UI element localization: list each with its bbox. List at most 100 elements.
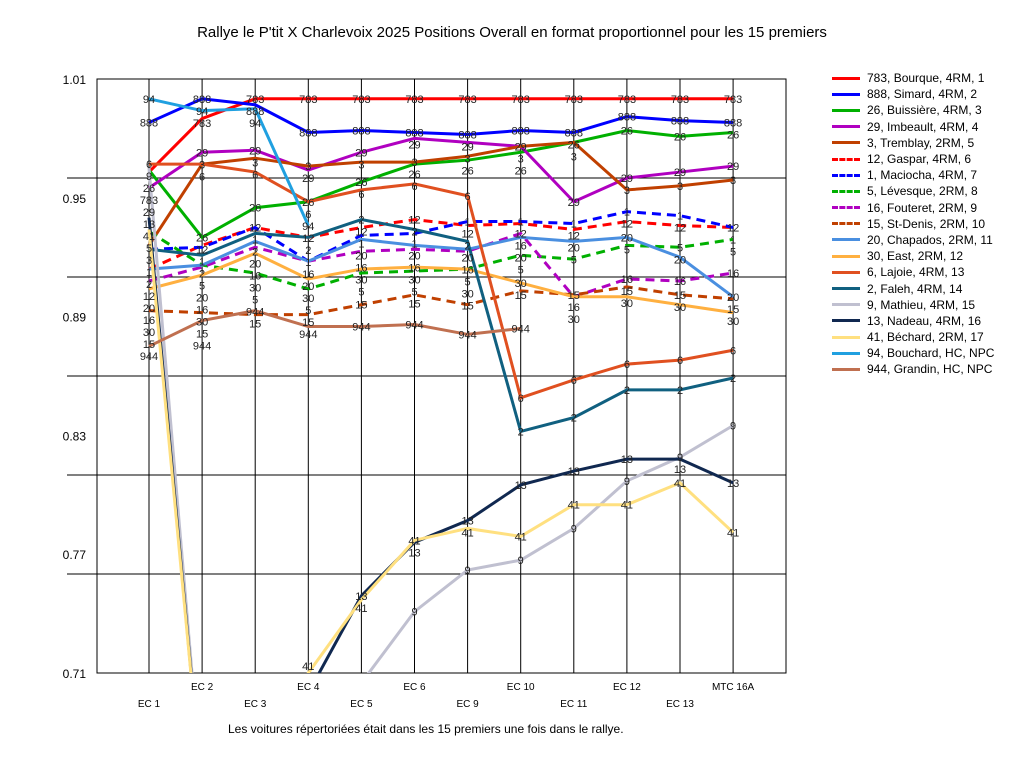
data-label: 9 bbox=[571, 523, 577, 535]
data-label: 30 bbox=[568, 314, 580, 326]
data-label: 26 bbox=[408, 169, 420, 181]
data-label: 15 bbox=[674, 290, 686, 302]
legend-label: 783, Bourque, 4RM, 1 bbox=[867, 71, 985, 86]
data-label: 13 bbox=[515, 480, 527, 492]
data-label: 944 bbox=[512, 323, 530, 335]
data-label: 16 bbox=[143, 315, 155, 327]
data-label: 3 bbox=[518, 153, 524, 165]
series-line bbox=[149, 162, 734, 400]
data-label: 944 bbox=[352, 322, 370, 334]
data-label: 15 bbox=[143, 339, 155, 351]
data-label: 16 bbox=[408, 263, 420, 275]
x-tick-label: EC 3 bbox=[244, 699, 267, 710]
data-label: 888 bbox=[405, 127, 423, 139]
data-label: 26 bbox=[355, 177, 367, 189]
data-label: 783 bbox=[405, 94, 423, 106]
data-label: 888 bbox=[458, 129, 476, 141]
data-label: 783 bbox=[458, 94, 476, 106]
legend-label: 94, Bouchard, HC, NPC bbox=[867, 346, 995, 361]
series-line bbox=[147, 140, 734, 247]
data-label: 16 bbox=[515, 241, 527, 253]
data-label: 41 bbox=[568, 500, 580, 512]
data-label: 20 bbox=[621, 232, 633, 244]
legend-label: 888, Simard, 4RM, 2 bbox=[867, 87, 978, 102]
data-label: 29 bbox=[355, 147, 367, 159]
data-label: 15 bbox=[408, 299, 420, 311]
data-label: 6 bbox=[518, 393, 524, 405]
data-label: 5 bbox=[358, 287, 364, 299]
legend-item: 944, Grandin, HC, NPC bbox=[832, 361, 994, 377]
legend-item: 9, Mathieu, 4RM, 15 bbox=[832, 297, 994, 313]
legend-item: 2, Faleh, 4RM, 14 bbox=[832, 280, 994, 296]
legend-item: 94, Bouchard, HC, NPC bbox=[832, 345, 994, 361]
data-label: 16 bbox=[568, 302, 580, 314]
data-label: 783 bbox=[565, 94, 583, 106]
x-tick-label: EC 5 bbox=[350, 699, 373, 710]
data-label: 944 bbox=[140, 351, 158, 363]
data-label: 2 bbox=[358, 215, 364, 227]
data-label: 6 bbox=[411, 181, 417, 193]
data-label: 9 bbox=[624, 476, 630, 488]
data-label: 888 bbox=[724, 118, 742, 130]
data-label: 6 bbox=[199, 171, 205, 183]
data-label: 1 bbox=[252, 235, 258, 247]
y-tick-label: 1.01 bbox=[63, 73, 87, 87]
legend-item: 29, Imbeault, 4RM, 4 bbox=[832, 119, 994, 135]
data-label: 944 bbox=[193, 340, 211, 352]
data-label: 30 bbox=[196, 316, 208, 328]
data-label: 3 bbox=[199, 159, 205, 171]
data-label: 783 bbox=[140, 195, 158, 207]
data-label: 2 bbox=[730, 373, 736, 385]
legend-swatch bbox=[832, 238, 860, 242]
data-label: 20 bbox=[249, 259, 261, 271]
legend-swatch bbox=[832, 351, 860, 355]
data-label: 1 bbox=[358, 239, 364, 251]
legend-label: 944, Grandin, HC, NPC bbox=[867, 362, 993, 377]
data-label: 5 bbox=[465, 277, 471, 289]
data-label: 41 bbox=[727, 527, 739, 539]
data-label: 3 bbox=[730, 175, 736, 187]
data-label: 20 bbox=[302, 281, 314, 293]
data-label: 9 bbox=[465, 565, 471, 577]
data-label: 5 bbox=[730, 247, 736, 259]
data-label: 29 bbox=[727, 161, 739, 173]
legend-swatch bbox=[832, 108, 860, 112]
legend-label: 15, St-Denis, 2RM, 10 bbox=[867, 216, 986, 231]
data-label: 41 bbox=[674, 478, 686, 490]
data-label: 3 bbox=[411, 157, 417, 169]
data-label: 30 bbox=[143, 327, 155, 339]
data-label: 888 bbox=[246, 106, 264, 118]
data-label: 13 bbox=[621, 454, 633, 466]
data-label: 1 bbox=[199, 256, 205, 268]
data-label: 783 bbox=[618, 94, 636, 106]
data-label: 3 bbox=[305, 161, 311, 173]
legend-item: 20, Chapados, 2RM, 11 bbox=[832, 232, 994, 248]
data-label: 29 bbox=[621, 173, 633, 185]
data-label: 12 bbox=[143, 291, 155, 303]
data-label: 15 bbox=[196, 328, 208, 340]
data-label: 6 bbox=[730, 345, 736, 357]
legend-swatch bbox=[832, 319, 860, 323]
x-tick-label: EC 6 bbox=[403, 682, 426, 693]
data-label: 20 bbox=[461, 253, 473, 265]
legend-swatch bbox=[832, 254, 860, 258]
legend-swatch bbox=[832, 76, 860, 80]
data-label: 888 bbox=[193, 94, 211, 106]
data-label: 888 bbox=[512, 125, 530, 137]
data-label: 5 bbox=[411, 287, 417, 299]
legend-label: 9, Mathieu, 4RM, 15 bbox=[867, 297, 976, 312]
data-label: 12 bbox=[408, 215, 420, 227]
data-label: 29 bbox=[515, 141, 527, 153]
legend-label: 30, East, 2RM, 12 bbox=[867, 249, 964, 264]
data-label: 26 bbox=[302, 197, 314, 209]
x-tick-label: EC 11 bbox=[560, 699, 587, 710]
legend-item: 6, Lajoie, 4RM, 13 bbox=[832, 264, 994, 280]
legend-label: 5, Lévesque, 2RM, 8 bbox=[867, 184, 978, 199]
data-label: 16 bbox=[355, 263, 367, 275]
data-label: 12 bbox=[674, 223, 686, 235]
y-tick-label: 0.83 bbox=[63, 429, 87, 443]
data-label: 1 bbox=[518, 217, 524, 229]
data-label: 6 bbox=[465, 191, 471, 203]
data-label: 6 bbox=[252, 169, 258, 181]
